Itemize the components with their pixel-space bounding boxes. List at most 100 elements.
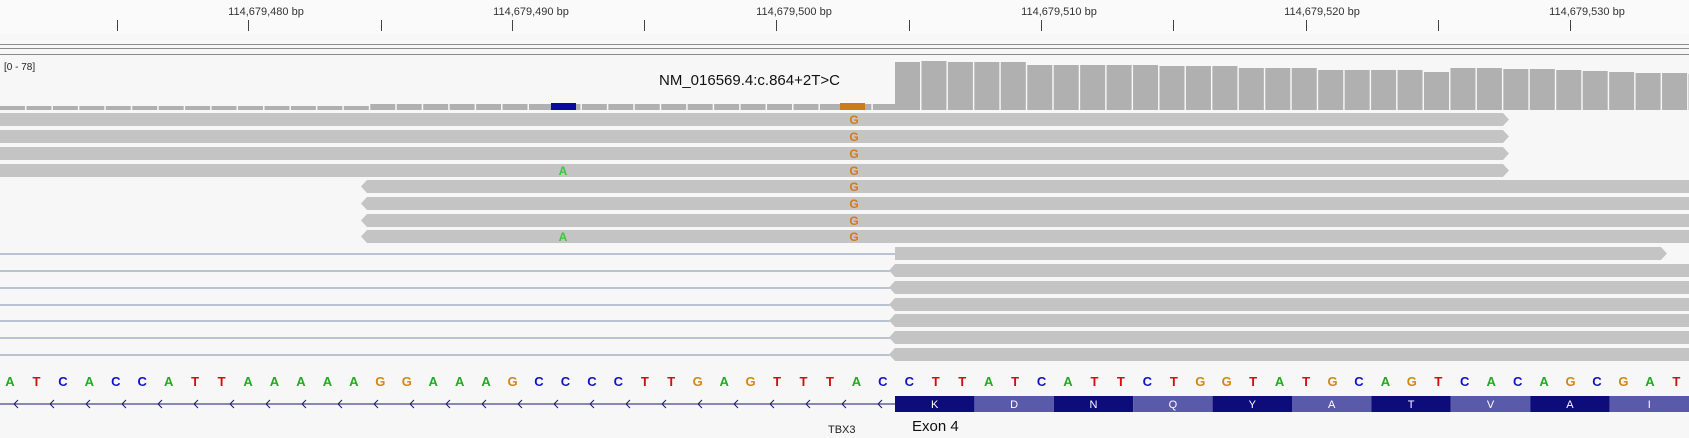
coverage-bar	[1133, 65, 1159, 110]
reference-base: G	[507, 374, 518, 389]
reference-base: C	[878, 374, 888, 389]
strand-arrow	[481, 399, 487, 409]
coverage-bar	[1476, 68, 1502, 110]
coverage-bar	[290, 106, 316, 110]
exon-label: Exon 4	[912, 418, 959, 435]
coverage-bar	[1053, 65, 1079, 110]
coverage-bar	[872, 104, 898, 110]
coverage-bar	[476, 104, 502, 110]
aligned-read	[889, 264, 1689, 277]
track-divider	[0, 54, 1689, 55]
ruler-tick	[381, 20, 382, 31]
strand-arrow	[301, 399, 307, 409]
amino-acid-label: A	[1566, 399, 1574, 411]
genome-ruler[interactable]: 114,679,480 bp 114,679,490 bp 114,679,500 …	[0, 0, 1689, 34]
coverage-bar	[529, 104, 554, 110]
mismatch-base: G	[849, 230, 858, 244]
reference-base: G	[375, 374, 386, 389]
ruler-tick	[1570, 20, 1571, 31]
coverage-bar	[211, 106, 237, 110]
aligned-read	[889, 331, 1689, 344]
coverage-bar	[1212, 66, 1238, 110]
coverage-bar	[921, 61, 947, 110]
coverage-bar	[1609, 72, 1635, 110]
amino-acid-label: D	[1010, 399, 1018, 411]
reference-base: C	[1592, 374, 1602, 389]
reference-base: T	[773, 374, 782, 389]
reference-base: C	[613, 374, 624, 389]
coverage-bar	[1106, 65, 1132, 110]
reference-base: T	[1249, 374, 1258, 389]
reference-base: T	[958, 374, 967, 389]
strand-arrow	[661, 399, 667, 409]
strand-arrow	[805, 399, 811, 409]
strand-arrow	[229, 399, 235, 409]
mismatch-base: G	[849, 180, 858, 194]
amino-acid-label: Q	[1169, 399, 1178, 411]
aligned-read	[0, 113, 1509, 126]
strand-arrow	[13, 399, 19, 409]
coverage-bar	[1450, 68, 1476, 110]
mismatch-base: G	[849, 164, 858, 178]
ruler-tick-label: 114,679,520 bp	[1284, 6, 1360, 18]
coverage-bar	[714, 104, 740, 110]
codon-block	[1053, 396, 1134, 412]
reference-base: G	[1327, 374, 1338, 389]
coverage-bar	[317, 106, 343, 110]
strand-arrow	[769, 399, 775, 409]
aligned-read	[889, 298, 1689, 311]
aligned-read	[889, 281, 1689, 294]
reference-base: A	[481, 374, 491, 389]
coverage-bar	[1185, 66, 1211, 110]
reference-base: T	[191, 374, 200, 389]
coverage-bar	[238, 106, 263, 110]
coverage-bar	[343, 106, 369, 110]
ruler-tick	[909, 20, 910, 31]
reference-base: A	[163, 374, 174, 389]
coverage-bar	[895, 62, 920, 110]
coverage-bar	[819, 104, 845, 110]
reference-base: A	[296, 374, 306, 389]
strand-arrow	[193, 399, 199, 409]
reference-base: A	[84, 374, 95, 389]
reference-base: G	[1406, 374, 1417, 389]
amino-acid-label: K	[931, 399, 939, 411]
ruler-divider	[0, 44, 1689, 45]
coverage-bar	[687, 104, 713, 110]
coverage-bar	[1582, 71, 1608, 110]
reference-base: T	[1090, 374, 1099, 389]
coverage-bar	[396, 104, 422, 110]
reference-base: G	[1195, 374, 1206, 389]
reference-base: C	[111, 374, 121, 389]
coverage-bar	[1662, 73, 1688, 110]
strand-arrow	[49, 399, 55, 409]
ruler-tick	[644, 20, 645, 31]
amino-acid-label: T	[1408, 399, 1415, 411]
codon-block	[1530, 396, 1610, 412]
reference-base: A	[1063, 374, 1073, 389]
coverage-bar	[1238, 68, 1264, 110]
strand-arrow	[733, 399, 739, 409]
aligned-read	[361, 214, 1689, 227]
strand-arrow	[553, 399, 559, 409]
coverage-bar	[185, 106, 211, 110]
strand-arrow	[85, 399, 91, 409]
codon-block	[1292, 396, 1372, 412]
reference-base: G	[1565, 374, 1576, 389]
coverage-bar	[132, 106, 158, 110]
reference-base: C	[534, 374, 544, 389]
strand-arrow	[697, 399, 703, 409]
reference-base: T	[217, 374, 226, 389]
mismatch-base: G	[849, 130, 858, 144]
reference-base: G	[401, 374, 412, 389]
reference-base: A	[1539, 374, 1549, 389]
aligned-read	[0, 147, 1509, 160]
reference-base: C	[1036, 374, 1047, 389]
coverage-track[interactable]	[0, 56, 1689, 110]
coverage-bar	[1635, 73, 1661, 110]
ruler-tick	[776, 20, 777, 31]
coverage-bar	[581, 104, 607, 110]
